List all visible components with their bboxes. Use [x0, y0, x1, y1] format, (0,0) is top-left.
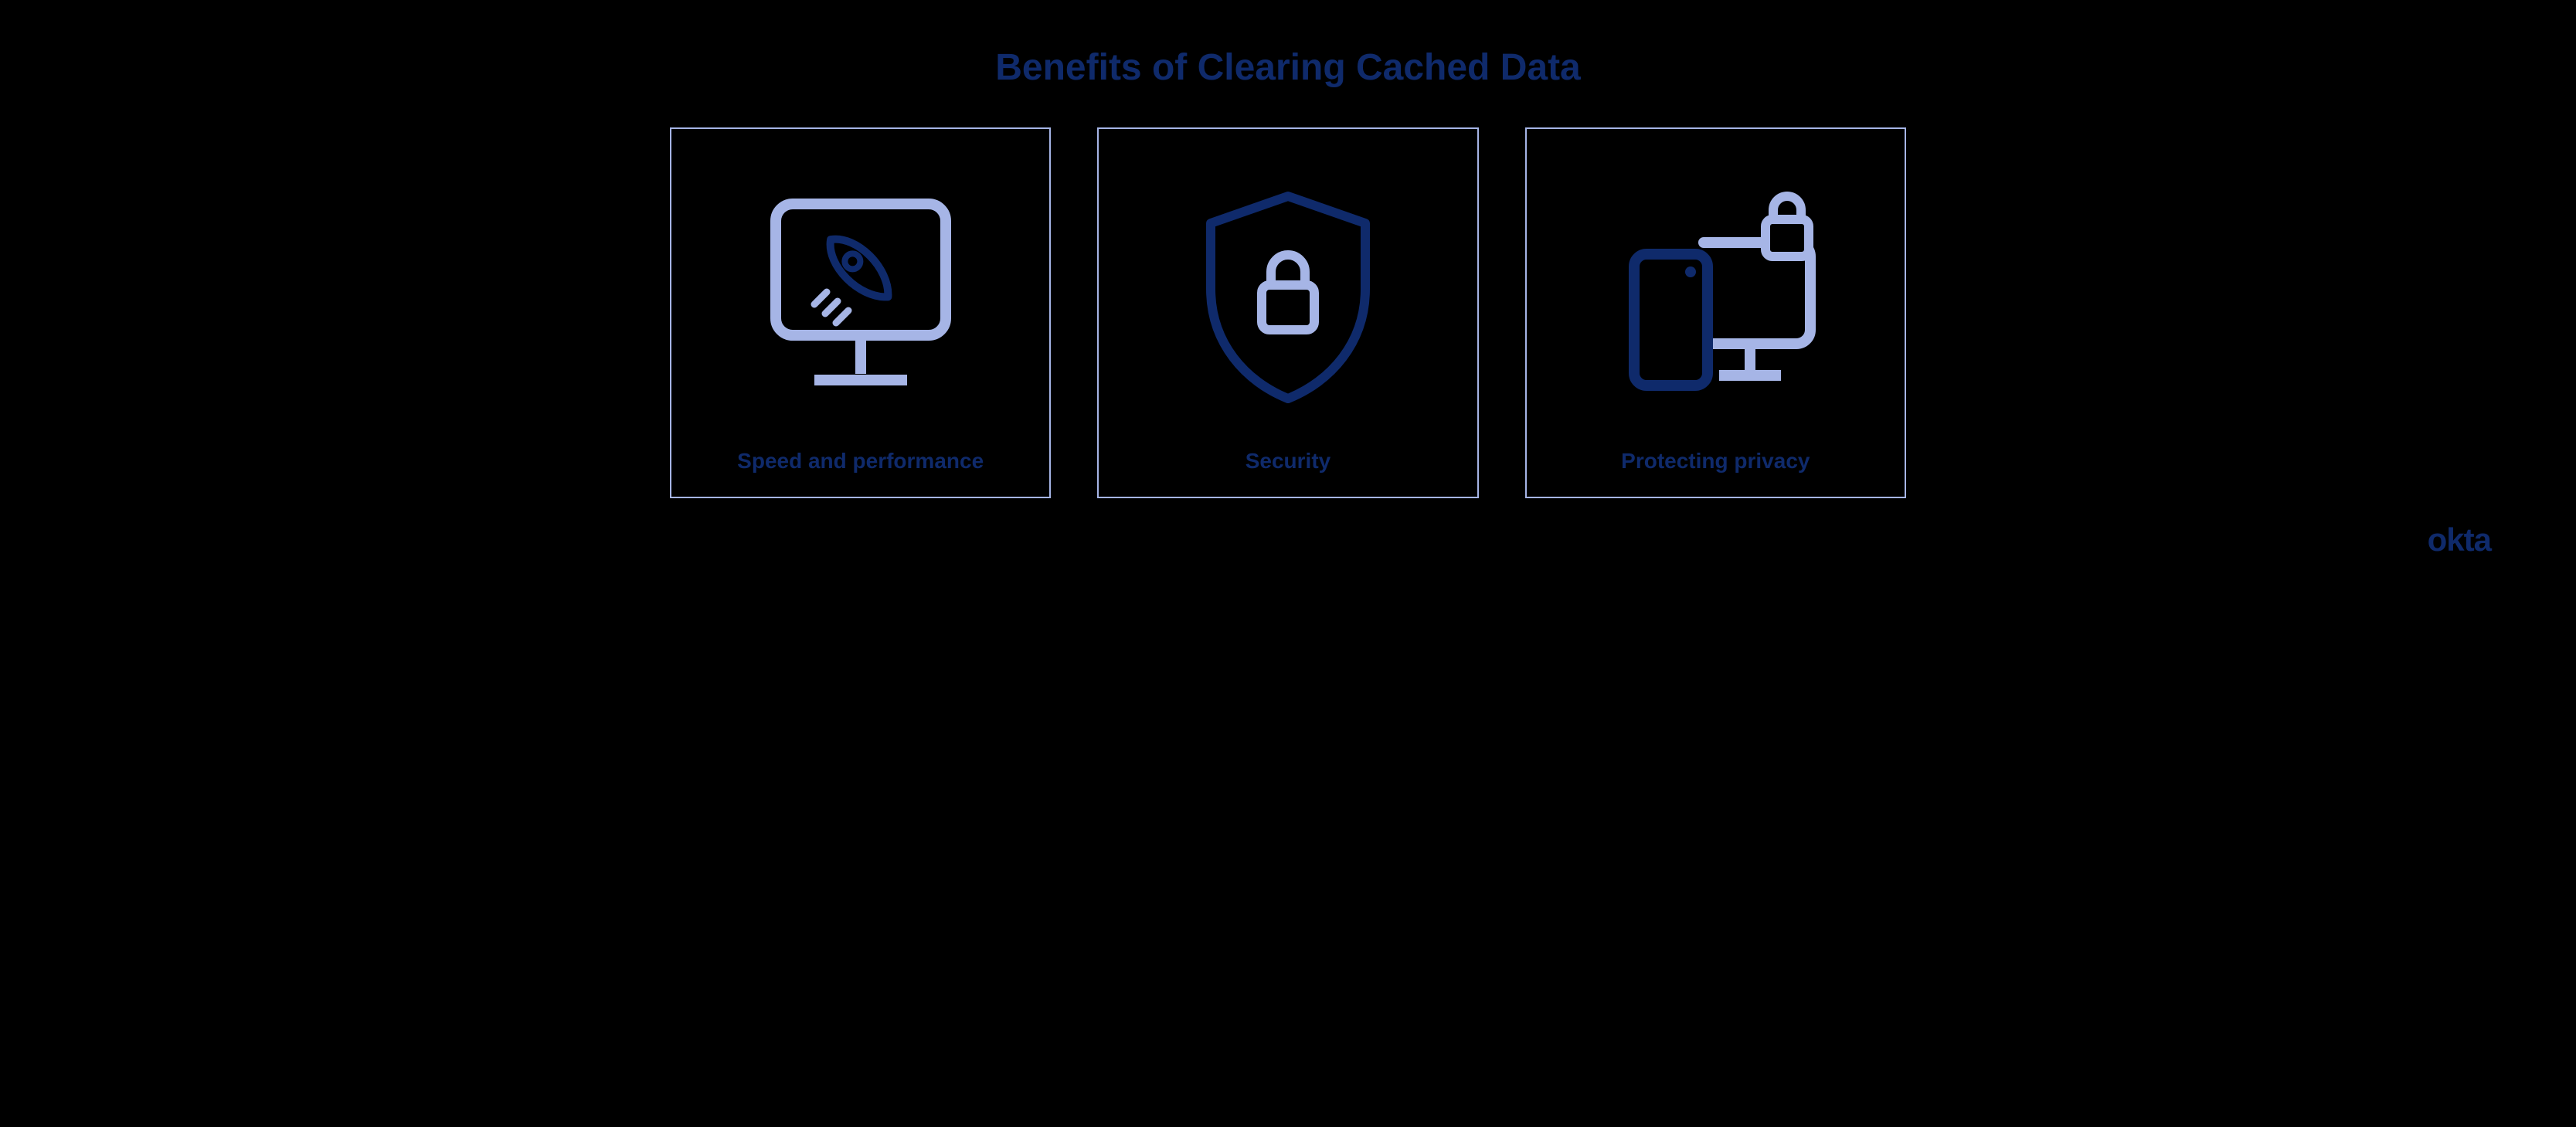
card-speed: Speed and performance — [670, 127, 1051, 498]
shield-lock-icon — [1114, 160, 1461, 433]
page-title: Benefits of Clearing Cached Data — [995, 46, 1581, 89]
brand-logo: okta — [2428, 521, 2491, 558]
card-label-privacy: Protecting privacy — [1621, 449, 1810, 474]
monitor-rocket-icon — [687, 160, 1034, 433]
card-privacy: Protecting privacy — [1525, 127, 1906, 498]
card-security: Security — [1097, 127, 1478, 498]
card-label-speed: Speed and performance — [737, 449, 984, 474]
card-label-security: Security — [1246, 449, 1331, 474]
devices-lock-icon — [1542, 160, 1889, 433]
cards-row: Speed and performance Security — [670, 127, 1906, 498]
